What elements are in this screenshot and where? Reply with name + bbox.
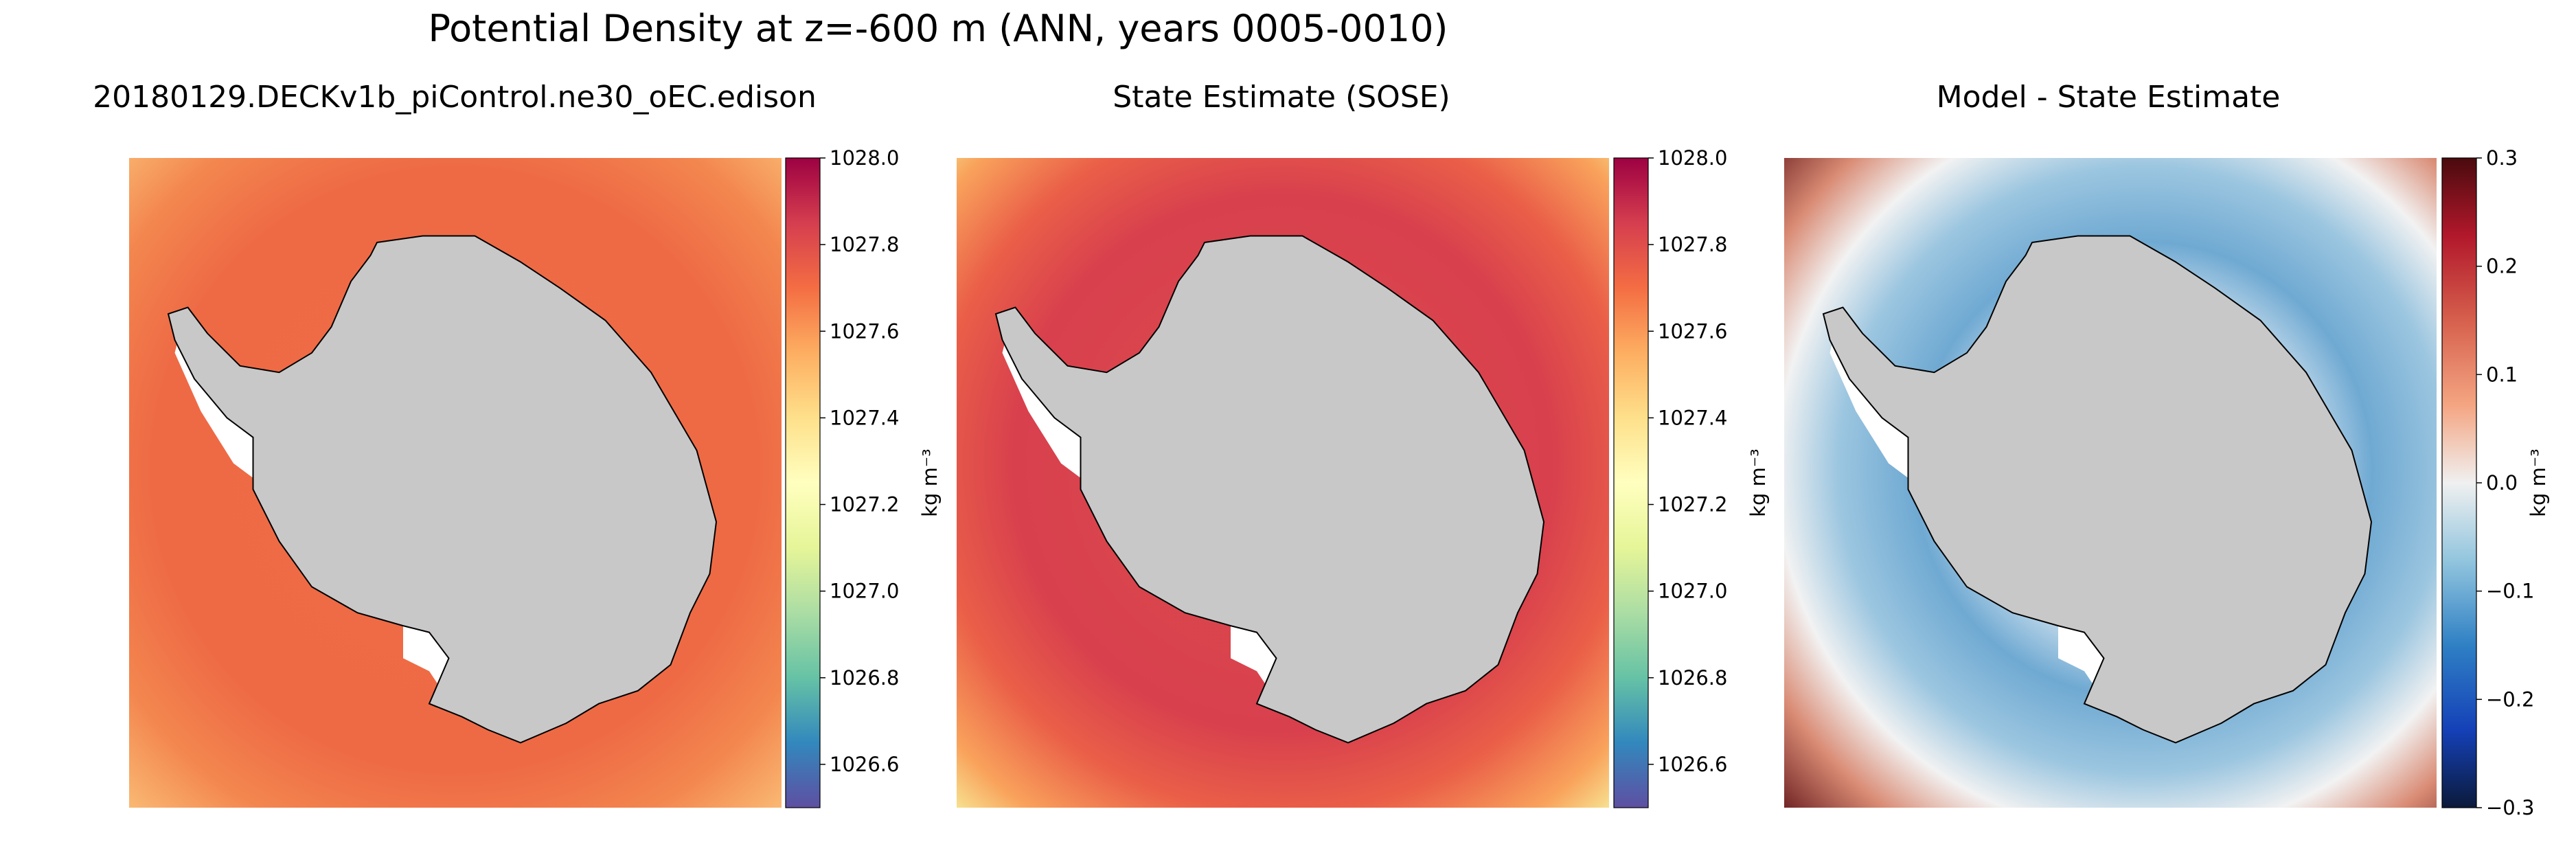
colorbar-label: kg m⁻³ [1746, 448, 1770, 517]
colorbar [2441, 157, 2477, 808]
figure-suptitle: Potential Density at z=-600 m (ANN, year… [429, 7, 1448, 50]
panel-title: Model - State Estimate [1937, 80, 2281, 115]
colorbar-label: kg m⁻³ [918, 448, 942, 517]
colorbar-tick-label: 1027.4 [1658, 406, 1727, 429]
colorbar-label: kg m⁻³ [2527, 448, 2550, 517]
antarctica-landmass [994, 235, 1545, 744]
colorbar-tick-label: 1027.6 [830, 319, 899, 343]
colorbar-tick-label: 1026.8 [1658, 666, 1727, 690]
colorbar [1613, 157, 1649, 808]
colorbar-tick-label: 1026.6 [1658, 753, 1727, 776]
colorbar-tick-label: 1028.0 [1658, 146, 1727, 170]
colorbar-tick-label: −0.2 [2486, 687, 2534, 711]
colorbar-tick-label: 1026.6 [830, 753, 899, 776]
colorbar-tick-label: 0.1 [2486, 363, 2518, 386]
panel-title: 20180129.DECKv1b_piControl.ne30_oEC.edis… [93, 80, 817, 115]
panel-3: Model - State Estimate −0.3 −0.2 −0.1 0.0 0.1… [1784, 80, 2550, 819]
antarctica-landmass [167, 235, 718, 744]
colorbar-tick-label: 1027.6 [1658, 319, 1727, 343]
colorbar-tick-label: −0.3 [2486, 796, 2534, 819]
panel-1: 20180129.DECKv1b_piControl.ne30_oEC.edis… [93, 80, 942, 808]
colorbar-tick-label: 1027.8 [830, 233, 899, 256]
colorbar [785, 157, 821, 808]
colorbar-tick-label: 1027.4 [830, 406, 899, 429]
panels: 20180129.DECKv1b_piControl.ne30_oEC.edis… [93, 80, 2550, 819]
panel-2: State Estimate (SOSE) 1026.6 1026.8 1027.0 1… [957, 80, 1770, 808]
colorbar-tick-label: 0.0 [2486, 471, 2518, 494]
colorbar-tick-label: 1027.2 [1658, 493, 1727, 516]
colorbar-tick-label: 1027.0 [1658, 580, 1727, 603]
colorbar-tick-label: 0.2 [2486, 255, 2518, 278]
colorbar-tick-label: 1027.8 [1658, 233, 1727, 256]
colorbar-tick-label: 1027.0 [830, 580, 899, 603]
panel-title: State Estimate (SOSE) [1113, 80, 1450, 115]
colorbar-tick-label: 1026.8 [830, 666, 899, 690]
colorbar-tick-label: 1027.2 [830, 493, 899, 516]
colorbar-tick-label: 0.3 [2486, 146, 2518, 170]
colorbar-tick-label: −0.1 [2486, 580, 2534, 603]
antarctica-landmass [1822, 235, 2373, 744]
colorbar-tick-label: 1028.0 [830, 146, 899, 170]
